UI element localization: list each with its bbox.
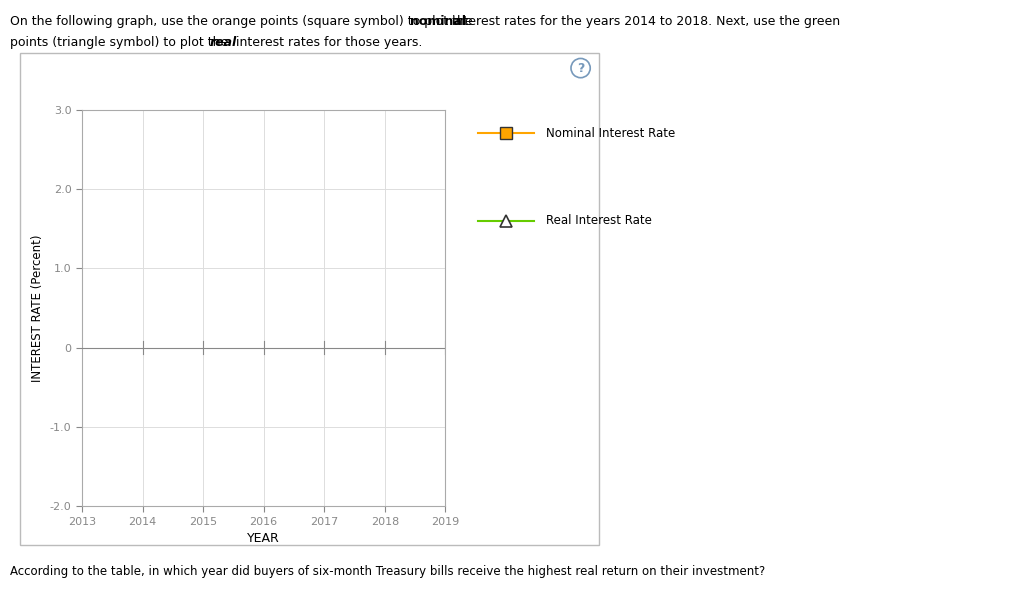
Text: According to the table, in which year did buyers of six-month Treasury bills rec: According to the table, in which year di… [10, 565, 766, 578]
Y-axis label: INTEREST RATE (Percent): INTEREST RATE (Percent) [31, 234, 44, 382]
Text: Real Interest Rate: Real Interest Rate [546, 214, 651, 227]
Text: On the following graph, use the orange points (square symbol) to plot the: On the following graph, use the orange p… [10, 15, 477, 28]
Text: nominal: nominal [410, 15, 466, 28]
Text: ?: ? [577, 62, 585, 75]
Text: real: real [210, 36, 238, 49]
Text: Nominal Interest Rate: Nominal Interest Rate [546, 127, 675, 140]
Text: interest rates for the years 2014 to 2018. Next, use the green: interest rates for the years 2014 to 201… [447, 15, 840, 28]
X-axis label: YEAR: YEAR [248, 532, 280, 545]
Text: points (triangle symbol) to plot the: points (triangle symbol) to plot the [10, 36, 232, 49]
Text: interest rates for those years.: interest rates for those years. [231, 36, 422, 49]
